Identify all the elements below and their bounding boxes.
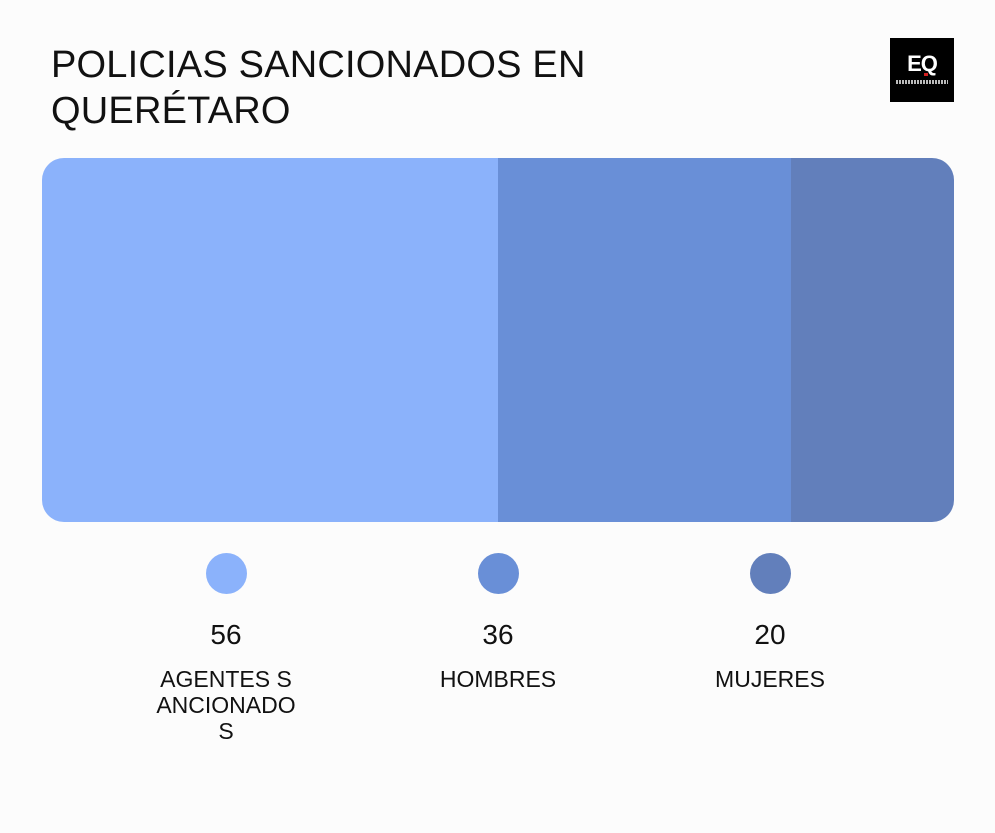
legend-item-hombres: 36 HOMBRES — [398, 553, 598, 692]
legend-swatch-mujeres — [749, 553, 791, 594]
bar-segment-agentes-sancionados — [42, 158, 498, 522]
legend-label-hombres: HOMBRES — [439, 666, 557, 692]
legend-item-mujeres: 20 MUJERES — [670, 553, 870, 692]
brand-logo: EQ — [890, 38, 954, 102]
legend-label-mujeres: MUJERES — [715, 666, 825, 692]
chart-title: POLICIAS SANCIONADOS EN QUERÉTARO — [51, 44, 586, 132]
logo-text: EQ — [907, 51, 938, 76]
legend-value-agentes: 56 — [210, 619, 242, 650]
legend-swatch-hombres — [477, 553, 519, 594]
bar-segment-hombres — [498, 158, 792, 522]
legend-label-agentes: AGENTES SANCIONADOS — [156, 666, 296, 744]
proportion-bar — [42, 158, 954, 522]
legend-swatch-agentes — [205, 553, 247, 594]
legend-value-hombres: 36 — [482, 619, 514, 650]
legend-value-mujeres: 20 — [754, 619, 786, 650]
legend-item-agentes: 56 AGENTES SANCIONADOS — [126, 553, 326, 744]
bar-segment-mujeres — [791, 158, 954, 522]
logo-accent — [924, 73, 928, 76]
logo-tagline — [896, 80, 948, 84]
